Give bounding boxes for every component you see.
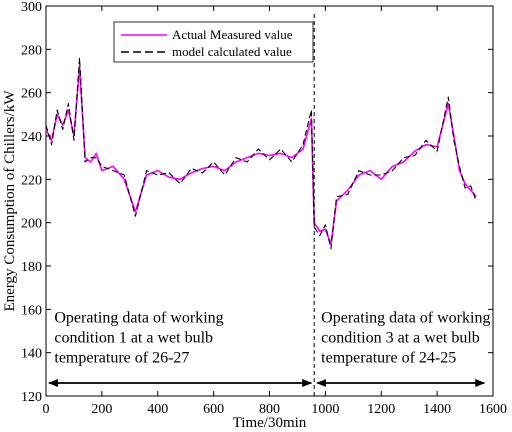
y-axis-label: Energy Consumption of Chillers/kW bbox=[2, 90, 18, 312]
series-layer bbox=[45, 57, 477, 250]
x-axis-label: Time/30min bbox=[233, 415, 307, 431]
x-tick-label: 0 bbox=[43, 402, 50, 417]
series-line-model bbox=[45, 57, 477, 250]
y-tick-label: 120 bbox=[21, 390, 42, 405]
x-tick-label: 800 bbox=[259, 402, 280, 417]
x-tick-label: 1200 bbox=[367, 402, 395, 417]
x-tick-label: 600 bbox=[203, 402, 224, 417]
y-tick-label: 140 bbox=[21, 347, 42, 362]
series-line-actual bbox=[45, 65, 477, 246]
legend-label-actual: Actual Measured value bbox=[172, 27, 293, 42]
y-tick-label: 200 bbox=[21, 217, 42, 232]
annotation-layer: Operating data of working condition 1 at … bbox=[48, 14, 490, 396]
condition-annotation-line: Operating data of working bbox=[54, 309, 223, 326]
x-tick-label: 400 bbox=[147, 402, 168, 417]
x-tick-label: 200 bbox=[91, 402, 112, 417]
legend-label-model: model calculated value bbox=[172, 44, 292, 59]
condition-annotation-line: temperature of 26-27 bbox=[54, 349, 189, 366]
x-tick-label: 1000 bbox=[311, 402, 339, 417]
y-tick-label: 260 bbox=[21, 87, 42, 102]
condition-annotation-line: condition 3 at a wet bulb bbox=[321, 329, 480, 346]
x-tick-label: 1400 bbox=[423, 402, 451, 417]
y-tick-label: 240 bbox=[21, 130, 42, 145]
tick-layer: 0 200 400 600 800 1000 1200 1400 1600 120 140 160 18… bbox=[21, 0, 507, 417]
y-tick-label: 300 bbox=[21, 0, 42, 15]
y-tick-label: 180 bbox=[21, 260, 42, 275]
legend-box bbox=[113, 21, 314, 63]
plot-area: Operating data of working condition 1 at … bbox=[21, 0, 507, 417]
y-tick-label: 160 bbox=[21, 303, 42, 318]
y-tick-label: 280 bbox=[21, 43, 42, 58]
y-tick-label: 220 bbox=[21, 173, 42, 188]
condition-annotation-line: temperature of 24-25 bbox=[321, 349, 456, 366]
condition-annotation-line: condition 1 at a wet bulb bbox=[54, 329, 213, 346]
x-tick-label: 1600 bbox=[479, 402, 507, 417]
legend: Actual Measured value model calculated v… bbox=[113, 21, 314, 63]
condition-annotation-line: Operating data of working bbox=[321, 309, 490, 326]
